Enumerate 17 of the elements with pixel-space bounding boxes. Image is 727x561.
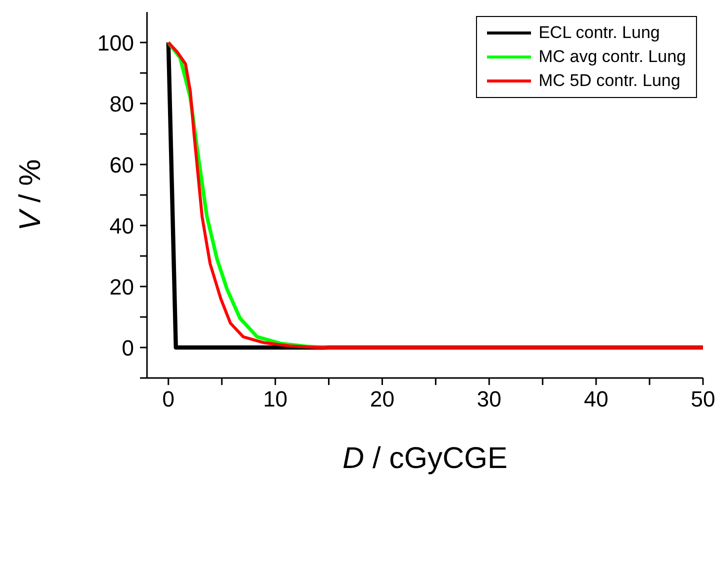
x-tick-label: 20 bbox=[370, 386, 394, 412]
y-axis-title: V / % bbox=[14, 159, 47, 231]
x-tick-label: 10 bbox=[263, 386, 288, 412]
y-tick-label: 20 bbox=[110, 274, 134, 300]
legend-label: MC avg contr. Lung bbox=[538, 47, 686, 67]
x-tick-label: 50 bbox=[690, 386, 716, 412]
y-tick-label: 100 bbox=[97, 30, 134, 56]
x-axis-title: D / cGyCGE bbox=[342, 442, 508, 475]
y-tick-label: 80 bbox=[110, 91, 134, 116]
y-tick-label: 40 bbox=[110, 213, 134, 238]
y-tick-label: 60 bbox=[110, 152, 134, 178]
x-tick-label: 0 bbox=[162, 386, 175, 412]
legend-label: ECL contr. Lung bbox=[538, 23, 660, 43]
y-tick-label: 0 bbox=[122, 335, 134, 360]
legend-label: MC 5D contr. Lung bbox=[538, 71, 680, 91]
x-tick-label: 30 bbox=[476, 386, 502, 412]
x-tick-label: 40 bbox=[584, 386, 608, 412]
